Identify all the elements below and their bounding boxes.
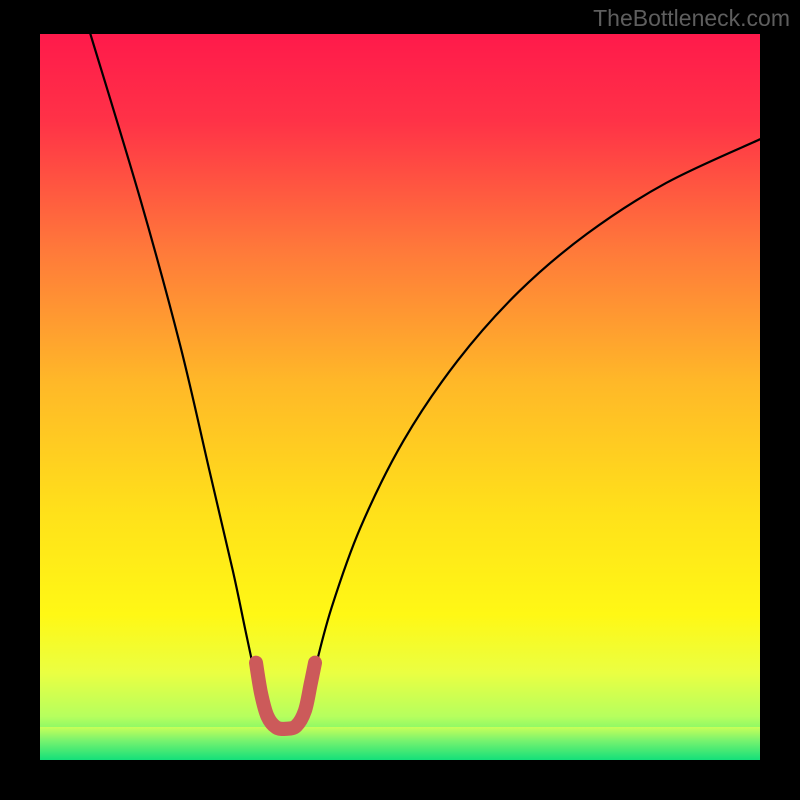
plot-area <box>40 34 760 760</box>
curve-left-branch <box>90 34 261 709</box>
dip-marker <box>256 663 315 729</box>
bottleneck-curve <box>40 34 760 760</box>
watermark-text: TheBottleneck.com <box>593 5 790 32</box>
curve-right-branch <box>306 139 760 709</box>
